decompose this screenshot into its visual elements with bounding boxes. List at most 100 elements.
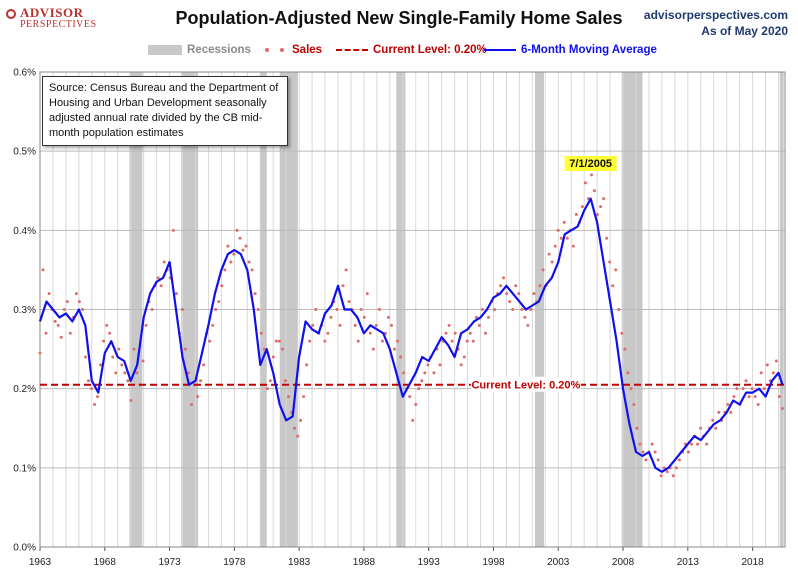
sales-point [523,315,527,319]
sales-point [574,213,578,216]
sales-point [641,450,645,454]
sales-point [362,315,366,319]
sales-point [747,395,751,399]
sales-point [617,308,621,311]
sales-point [623,347,627,351]
sales-point [611,284,615,288]
sales-point [365,292,369,296]
sales-point [662,466,666,470]
sales-point [305,363,309,367]
sales-point [556,228,560,232]
legend-ma-label: 6-Month Moving Average [521,44,657,56]
sales-point [705,442,709,446]
sales-point [674,466,678,470]
sales-point [774,359,778,363]
sales-point [780,406,784,410]
sales-point [283,379,287,383]
sales-point [444,331,448,335]
sales-point [502,276,506,280]
sales-point [511,308,515,311]
sales-point [411,418,415,422]
x-tick-label: 2003 [547,557,570,568]
sales-point [777,395,781,399]
sales-point [59,335,63,339]
legend-item-sales: Sales [262,44,322,56]
sales-point [102,339,106,343]
sales-point [83,355,87,359]
sales-point [65,300,69,304]
logo-mark-icon [6,9,16,19]
sales-point [80,308,84,311]
sales-point [750,387,754,391]
sales-point [732,395,736,399]
sales-point [296,434,300,438]
sales-point [408,395,412,399]
sales-point [223,268,227,272]
sales-point [741,387,745,391]
site-block: advisorperspectives.com As of May 2020 [644,7,788,39]
sales-point [111,355,115,359]
legend-current-label: Current Level: 0.20% [373,44,487,56]
sales-point [129,399,133,403]
sales-point [262,347,266,351]
sales-point [196,395,200,399]
sales-point [565,236,569,240]
sales-point [38,351,42,355]
sales-point [765,363,769,367]
sales-point [265,387,269,391]
sales-point [414,403,418,406]
sales-point [590,173,594,177]
sales-point [396,339,400,343]
sales-point [538,284,542,288]
sales-point [762,387,766,391]
sales-dot-icon [280,48,284,52]
sales-point [450,339,454,343]
sales-point [311,323,315,327]
sales-point [432,371,436,375]
sales-point [229,260,233,264]
source-note: Source: Census Bureau and the Department… [42,76,288,146]
sales-point [347,300,351,304]
dashed-line-icon [336,49,368,51]
sales-point [656,458,660,462]
sales-point [596,213,600,216]
logo-line2: PERSPECTIVES [20,19,97,30]
sales-point [386,315,390,319]
sales-dot-icon [265,48,269,52]
sales-point [480,308,484,311]
sales-point [653,450,657,454]
sales-point [417,387,421,391]
sales-point [532,292,536,296]
sales-point [156,276,160,280]
sales-point [744,379,748,383]
sales-point [380,339,384,343]
sales-point [235,228,239,232]
sales-point [665,470,669,474]
legend-item-ma: 6-Month Moving Average [484,44,657,56]
sales-point [571,244,575,248]
sales-point [629,387,633,391]
sales-point [190,403,194,406]
sales-point [608,260,612,264]
sales-point [526,323,530,327]
sales-point [699,426,703,430]
sales-point [141,359,145,363]
sales-point [220,284,224,288]
sales-point [186,371,190,375]
sales-point [96,395,100,399]
sales-point [47,292,51,296]
sales-point [226,244,230,248]
sales-point [559,236,563,240]
sales-point [477,323,481,327]
recession-swatch-icon [148,45,182,55]
sales-point [244,244,248,248]
sales-point [326,331,330,335]
legend-recessions-label: Recessions [187,44,251,56]
sales-point [86,379,90,383]
legend-item-current: Current Level: 0.20% [336,44,487,56]
sales-point [593,189,597,193]
sales-point [202,363,206,367]
sales-point [402,371,406,375]
sales-point [420,379,424,383]
sales-point [41,268,45,272]
